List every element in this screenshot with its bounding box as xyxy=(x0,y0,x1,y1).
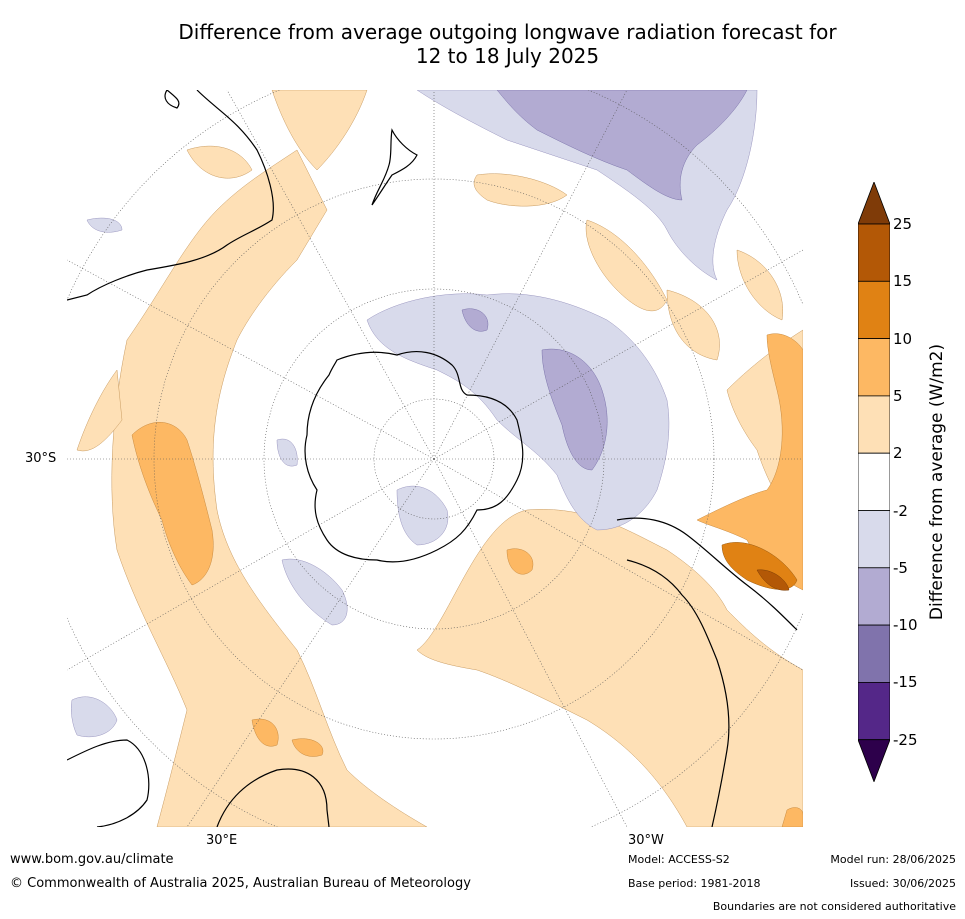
australia-coastline xyxy=(67,739,330,827)
colorbar-tick-label: -15 xyxy=(893,673,918,692)
indian-ocean-island-coastline xyxy=(164,90,180,109)
colorbar-bin xyxy=(858,280,890,340)
colorbar-tick-label: 10 xyxy=(893,329,913,348)
anomaly-map-svg xyxy=(67,90,803,827)
colorbar-tick-label: -10 xyxy=(893,616,918,635)
model-info: Model: ACCESS-S2 xyxy=(628,853,730,866)
antarctica-coastline xyxy=(304,351,524,563)
colorbar-bin xyxy=(858,223,890,282)
south-america-coastline xyxy=(616,517,798,827)
colorbar-bin xyxy=(858,395,890,454)
colorbar-label: Difference from average (W/m2) xyxy=(927,343,947,621)
longitude-label-30e: 30°E xyxy=(206,833,238,848)
colorbar-bin xyxy=(858,567,890,626)
colorbar-tick-label: -25 xyxy=(893,730,918,749)
issued-info: Issued: 30/06/2025 xyxy=(849,877,956,890)
africa-coastline xyxy=(67,90,274,301)
colorbar xyxy=(858,182,890,782)
title-line-1: Difference from average outgoing longwav… xyxy=(178,20,837,44)
anomaly-minus-5-to-minus-10-regions xyxy=(461,90,748,471)
polar-map xyxy=(67,90,803,827)
website-link[interactable]: www.bom.gov.au/climate xyxy=(10,852,174,867)
colorbar-bin xyxy=(858,510,890,569)
colorbar-bin-below-minus-25 xyxy=(858,739,890,782)
anomaly-2-to-5-regions xyxy=(76,90,803,827)
anomaly-15-to-25-regions xyxy=(756,569,790,591)
anomaly-5-to-10-regions xyxy=(131,333,803,827)
copyright-notice: © Commonwealth of Australia 2025, Austra… xyxy=(10,876,471,891)
longitude-label-30w: 30°W xyxy=(628,833,664,848)
title-line-2: 12 to 18 July 2025 xyxy=(415,44,600,68)
colorbar-tick-label: 5 xyxy=(893,386,903,405)
colorbar-bin xyxy=(858,681,890,741)
colorbar-tick-label: 15 xyxy=(893,272,913,291)
colorbar-tick-label: 2 xyxy=(893,444,903,463)
latitude-label-30s: 30°S xyxy=(25,451,57,466)
colorbar-tick-label: -5 xyxy=(893,558,908,577)
new-zealand-coastline xyxy=(371,128,418,206)
colorbar-tick-label: 25 xyxy=(893,215,913,233)
base-period-info: Base period: 1981-2018 xyxy=(628,877,761,890)
colorbar-bin xyxy=(858,338,890,397)
colorbar-bin xyxy=(858,624,890,683)
graticule xyxy=(67,90,803,827)
colorbar-bin-above-25 xyxy=(858,182,890,225)
boundary-disclaimer: Boundaries are not considered authoritat… xyxy=(712,900,956,913)
model-run-info: Model run: 28/06/2025 xyxy=(830,853,956,866)
colorbar-tick-label: -2 xyxy=(893,501,908,520)
chart-title: Difference from average outgoing longwav… xyxy=(60,20,955,68)
colorbar-bin xyxy=(858,452,890,511)
coastlines xyxy=(67,90,798,827)
